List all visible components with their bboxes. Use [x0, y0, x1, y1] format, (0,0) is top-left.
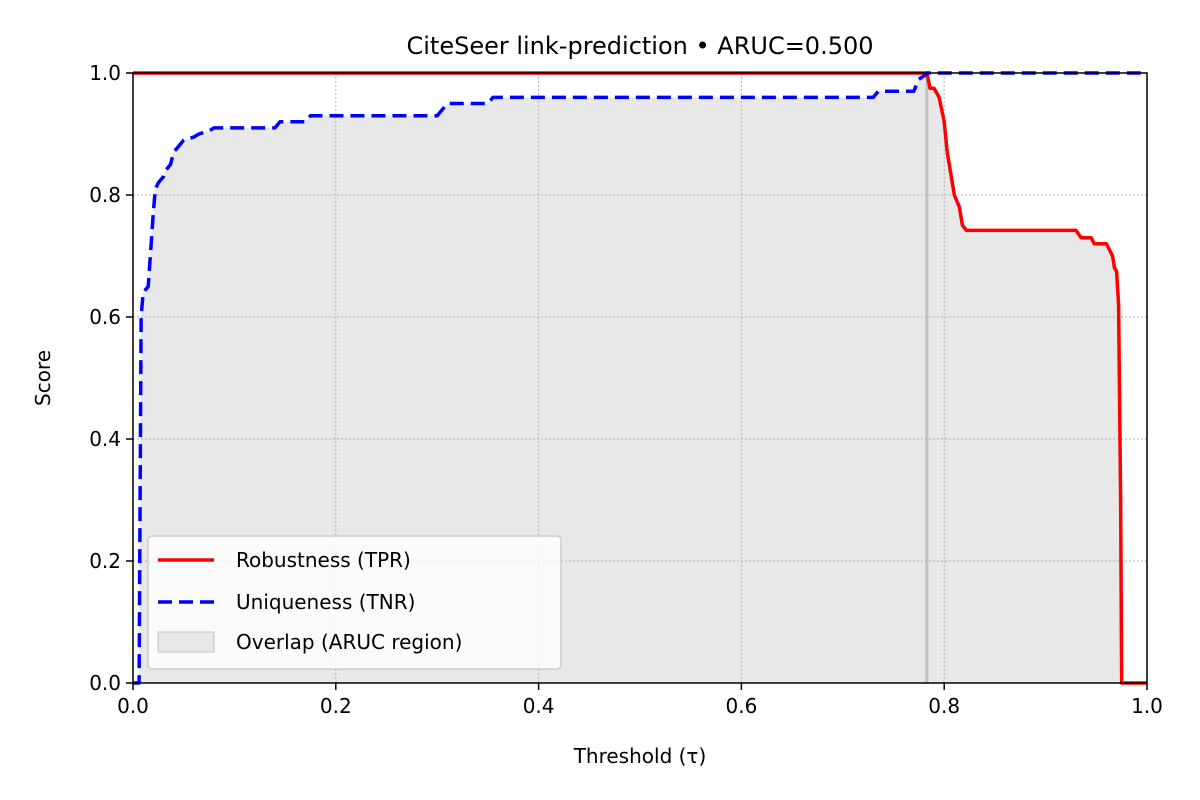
series-layer [133, 71, 1147, 685]
y-tick-label: 0.6 [89, 305, 121, 329]
x-axis-label: Threshold (τ) [573, 744, 707, 768]
legend-box [147, 535, 562, 670]
legend-swatch-overlap [157, 631, 215, 653]
x-tick-label: 0.4 [523, 694, 555, 718]
ticks: 0.0 0.2 0.4 0.6 0.8 1.0 0.0 0.2 0.4 0.6 0.8 1.0 [89, 61, 1163, 718]
x-tick-label: 0.6 [725, 694, 757, 718]
x-tick-label: 0.0 [117, 694, 149, 718]
legend-label-uniqueness: Uniqueness (TNR) [236, 590, 415, 614]
x-tick-label: 0.8 [928, 694, 960, 718]
robustness-line [133, 71, 1147, 685]
y-tick-label: 1.0 [89, 61, 121, 85]
overlap-region [133, 73, 1147, 683]
y-tick-label: 0.4 [89, 427, 121, 451]
y-tick-label: 0.8 [89, 183, 121, 207]
legend: Robustness (TPR) Uniqueness (TNR) Overla… [147, 535, 562, 670]
y-tick-label: 0.2 [89, 549, 121, 573]
chart-title: CiteSeer link-prediction • ARUC=0.500 [406, 32, 873, 60]
x-tick-label: 1.0 [1131, 694, 1163, 718]
x-tick-label: 0.2 [320, 694, 352, 718]
uniqueness-line [133, 71, 1147, 685]
y-axis-label: Score [31, 350, 55, 406]
plot-frame [132, 72, 1148, 684]
legend-label-overlap: Overlap (ARUC region) [236, 630, 462, 654]
overlap-area [133, 73, 1147, 683]
y-tick-label: 0.0 [89, 671, 121, 695]
legend-label-robustness: Robustness (TPR) [236, 548, 411, 572]
